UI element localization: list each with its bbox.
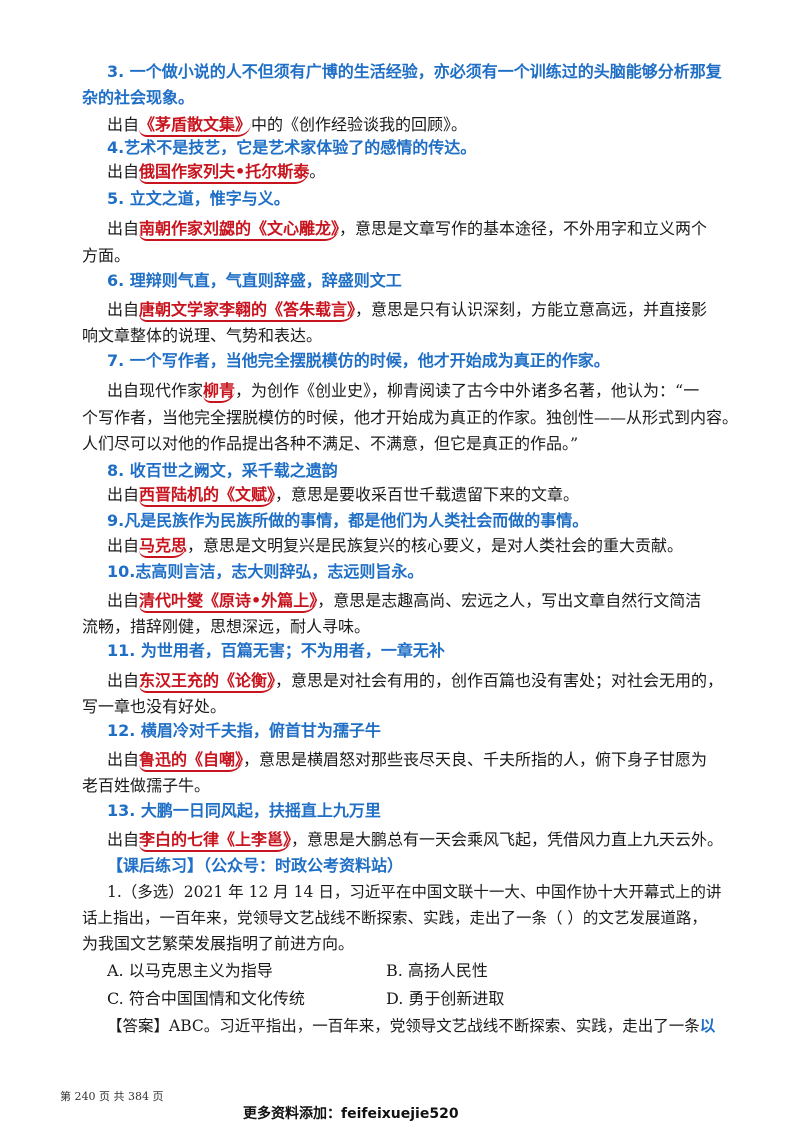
source-prefix: 出自	[107, 300, 140, 319]
question-line-2: 话上指出，一百年来，党领导文艺战线不断探索、实践，走出了一条（ ）的文艺发展道路…	[82, 909, 707, 927]
option-d: D. 勇于创新进取	[386, 989, 505, 1008]
item-7-source-line: 出自现代作家柳青，为创作《创业史》，柳青阅读了古今中外诸多名著，他认为：“一	[107, 380, 700, 403]
source-prefix: 出自	[107, 219, 140, 238]
source-desc: ，意思是文明复兴是民族复兴的核心要义，是对人类社会的重大贡献。	[187, 536, 684, 555]
source-prefix: 出自	[107, 536, 140, 555]
source-desc: ，意思是只有认识深刻，方能立意高远，并直接影	[355, 300, 708, 319]
source-title: 《茅盾散文集》	[139, 115, 252, 137]
item-9-heading: 9.凡是民族作为民族所做的事情，都是他们为人类社会而做的事情。	[107, 511, 589, 530]
source-desc: ，为创作《创业史》，柳青阅读了古今中外诸多名著，他认为：“一	[235, 381, 700, 400]
source-prefix: 出自	[107, 162, 140, 181]
item-9-source-line: 出自马克思，意思是文明复兴是民族复兴的核心要义，是对人类社会的重大贡献。	[107, 535, 684, 558]
answer-line: 【答案】ABC。习近平指出，一百年来，党领导文艺战线不断探索、实践，走出了一条以	[107, 1015, 715, 1037]
source-desc: 中的《创作经验谈我的回顾》。	[251, 115, 468, 134]
source-title: 唐朝文学家李翱的《答朱载言》	[139, 300, 356, 322]
item-5-cont: 方面。	[82, 246, 131, 265]
item-11-cont: 写一章也没有好处。	[82, 697, 227, 716]
item-8-heading: 8. 收百世之阙文，采千载之遗韵	[107, 461, 338, 480]
source-title: 柳青	[203, 381, 236, 403]
source-prefix: 出自	[107, 830, 140, 849]
item-6-cont: 响文章整体的说理、气势和表达。	[82, 326, 323, 345]
item-3-source-line: 出自《茅盾散文集》中的《创作经验谈我的回顾》。	[107, 114, 468, 137]
item-6-source-line: 出自唐朝文学家李翱的《答朱载言》，意思是只有认识深刻，方能立意高远，并直接影	[107, 299, 708, 322]
item-11-source-line: 出自东汉王充的《论衡》，意思是对社会有用的，创作百篇也没有害处；对社会无用的，	[107, 670, 724, 693]
source-desc: ，意思是大鹏总有一天会乘风飞起，凭借风力直上九天云外。	[291, 830, 724, 849]
source-title: 清代叶燮《原诗•外篇上》	[139, 591, 318, 613]
source-prefix: 出自	[107, 485, 140, 504]
answer-tail: 以	[699, 1017, 716, 1035]
source-title: 南朝作家刘勰的《文心雕龙》	[139, 219, 340, 241]
watermark-text: 更多资料添加：feifeixuejie520	[243, 1106, 459, 1122]
source-title: 李白的七律《上李邕》	[139, 830, 292, 852]
source-prefix: 出自	[107, 591, 140, 610]
item-12-source-line: 出自鲁迅的《自嘲》，意思是横眉怒对那些丧尽天良、千夫所指的人，俯下身子甘愿为	[107, 749, 708, 772]
item-12-cont: 老百姓做孺子牛。	[82, 776, 211, 795]
page-number: 第 240 页 共 384 页	[60, 1090, 164, 1103]
item-7-cont-2: 人们尽可以对他的作品提出各种不满足、不满意，但它是真正的作品。”	[82, 434, 579, 453]
source-desc: ，意思是对社会有用的，创作百篇也没有害处；对社会无用的，	[275, 671, 724, 690]
source-prefix: 出自	[107, 671, 140, 690]
item-4-source-line: 出自俄国作家列夫•托尔斯泰。	[107, 161, 326, 184]
item-10-heading: 10.志高则言洁，志大则辞弘，志远则旨永。	[107, 562, 424, 581]
item-10-cont: 流畅，措辞刚健，思想深远，耐人寻味。	[82, 617, 371, 636]
item-4-heading: 4.艺术不是技艺，它是艺术家体验了的感情的传达。	[107, 138, 477, 157]
item-7-cont: 个写作者，当他完全摆脱模仿的时候，他才开始成为真正的作家。独创性——从形式到内容…	[82, 408, 739, 427]
question-line-1: 1.（多选）2021 年 12 月 14 日，习近平在中国文联十一大、中国作协十…	[107, 883, 722, 901]
option-a: A. 以马克思主义为指导	[107, 961, 273, 980]
source-title: 马克思	[139, 536, 188, 558]
item-3-heading: 3. 一个做小说的人不但须有广博的生活经验，亦必须有一个训练过的头脑能够分析那复	[107, 62, 722, 81]
item-10-source-line: 出自清代叶燮《原诗•外篇上》，意思是志趣高尚、宏远之人，写出文章自然行文简洁	[107, 590, 702, 613]
source-desc: ，意思是志趣高尚、宏远之人，写出文章自然行文简洁	[317, 591, 702, 610]
question-line-3: 为我国文艺繁荣发展指明了前进方向。	[82, 934, 355, 953]
exercise-title: 【课后练习】（公众号：时政公考资料站）	[107, 856, 404, 875]
item-7-heading: 7. 一个写作者，当他完全摆脱模仿的时候，他才开始成为真正的作家。	[107, 351, 610, 370]
source-prefix: 出自	[107, 750, 140, 769]
item-12-heading: 12. 横眉冷对千夫指，俯首甘为孺子牛	[107, 721, 381, 740]
item-5-heading: 5. 立文之道，惟字与义。	[107, 189, 290, 208]
source-title: 鲁迅的《自嘲》	[139, 750, 244, 772]
source-title: 东汉王充的《论衡》	[139, 671, 276, 693]
option-b: B. 高扬人民性	[386, 961, 488, 980]
option-c: C. 符合中国国情和文化传统	[107, 989, 305, 1008]
item-3-heading-cont: 杂的社会现象。	[82, 88, 195, 107]
source-desc: 。	[309, 162, 326, 181]
source-prefix: 出自	[107, 115, 140, 134]
answer-text: 【答案】ABC。习近平指出，一百年来，党领导文艺战线不断探索、实践，走出了一条	[107, 1017, 700, 1035]
source-title: 西晋陆机的《文赋》	[139, 485, 276, 507]
source-desc: ，意思是要收采百世千载遗留下来的文章。	[275, 485, 580, 504]
source-title: 俄国作家列夫•托尔斯泰	[139, 162, 310, 184]
source-prefix: 出自现代作家	[107, 381, 204, 400]
item-8-source-line: 出自西晋陆机的《文赋》，意思是要收采百世千载遗留下来的文章。	[107, 484, 580, 507]
item-13-source-line: 出自李白的七律《上李邕》，意思是大鹏总有一天会乘风飞起，凭借风力直上九天云外。	[107, 829, 724, 852]
source-desc: ，意思是文章写作的基本途径，不外用字和立义两个	[339, 219, 708, 238]
item-5-source-line: 出自南朝作家刘勰的《文心雕龙》，意思是文章写作的基本途径，不外用字和立义两个	[107, 218, 708, 241]
source-desc: ，意思是横眉怒对那些丧尽天良、千夫所指的人，俯下身子甘愿为	[243, 750, 708, 769]
item-6-heading: 6. 理辩则气直，气直则辞盛，辞盛则文工	[107, 271, 402, 290]
item-11-heading: 11. 为世用者，百篇无害；不为用者，一章无补	[107, 641, 445, 660]
item-13-heading: 13. 大鹏一日同风起，扶摇直上九万里	[107, 801, 381, 820]
